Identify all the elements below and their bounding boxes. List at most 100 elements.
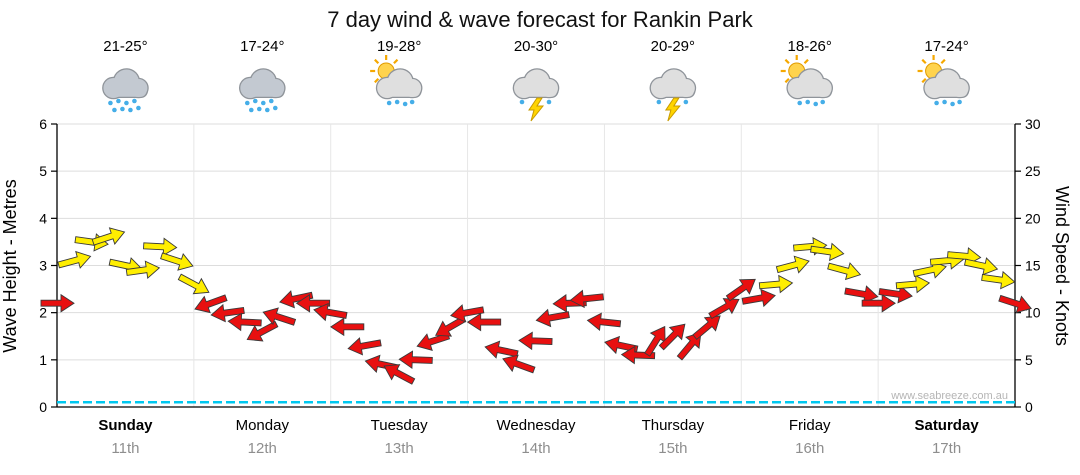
wind-arrow — [878, 285, 913, 304]
icon-part — [256, 106, 262, 112]
wind-arrow — [279, 290, 314, 309]
icon-part — [252, 98, 258, 104]
weather-icon-storm-icon — [649, 68, 697, 122]
wind-tick-label: 20 — [1025, 210, 1041, 226]
wind-arrow — [329, 317, 365, 337]
date-label: 13th — [385, 440, 414, 457]
icon-part — [518, 85, 557, 97]
temp-label: 20-29° — [651, 38, 695, 55]
icon-part — [683, 99, 689, 105]
wind-arrow — [758, 274, 794, 294]
wind-arrow — [895, 274, 931, 294]
lightning-bolt — [664, 97, 681, 122]
chart-render-root: 012345605101520253021-25°Sunday11th17-24… — [39, 38, 1041, 457]
wind-arrow — [466, 312, 502, 332]
icon-part — [260, 100, 266, 106]
page-title: 7 day wind & wave forecast for Rankin Pa… — [327, 7, 754, 32]
wind-arrow — [725, 278, 756, 302]
wind-tick-label: 15 — [1025, 258, 1041, 274]
icon-part — [940, 58, 946, 64]
wind-arrow — [981, 270, 1016, 290]
icon-part — [136, 105, 141, 111]
icon-part — [124, 100, 129, 106]
wind-arrow — [644, 325, 666, 357]
icon-part — [805, 99, 811, 105]
date-label: 16th — [795, 440, 824, 457]
weather-icon-sun-showers-icon — [917, 55, 970, 107]
wind-arrow — [708, 298, 740, 320]
icon-part — [519, 99, 525, 105]
wind-arrow — [227, 312, 262, 332]
wave-axis-label: Wave Height - Metres — [0, 179, 20, 352]
wave-tick-label: 4 — [39, 210, 47, 226]
icon-part — [957, 99, 962, 105]
wind-arrow — [741, 288, 776, 308]
wind-arrow — [91, 227, 126, 246]
wind-axis-label: Wind Speed - Knots — [1052, 186, 1072, 346]
icon-part — [934, 100, 939, 106]
day-label: Sunday — [98, 417, 153, 434]
icon-part — [107, 85, 147, 97]
icon-part — [409, 99, 415, 105]
wind-arrow — [484, 340, 519, 359]
icon-part — [656, 99, 662, 105]
wind-arrow — [502, 354, 536, 374]
wind-arrow — [775, 255, 810, 274]
date-label: 14th — [521, 440, 550, 457]
wind-arrow — [398, 350, 433, 370]
temp-label: 21-25° — [103, 38, 147, 55]
watermark: www.seabreeze.com.au — [890, 390, 1008, 402]
date-label: 12th — [248, 440, 277, 457]
wind-arrow — [586, 312, 622, 332]
icon-part — [942, 99, 947, 105]
icon-part — [402, 101, 408, 107]
temp-label: 20-30° — [514, 38, 558, 55]
day-label: Friday — [789, 417, 831, 434]
day-label: Tuesday — [371, 417, 428, 434]
icon-part — [264, 107, 270, 113]
wind-arrow — [810, 242, 845, 262]
wind-arrow — [262, 307, 297, 326]
wind-tick-label: 30 — [1025, 116, 1041, 132]
wind-arrow — [963, 257, 999, 276]
temp-label: 17-24° — [240, 38, 284, 55]
icon-part — [381, 85, 421, 97]
icon-part — [116, 98, 121, 104]
wave-tick-label: 3 — [39, 258, 47, 274]
lightning-bolt — [528, 97, 545, 122]
icon-part — [374, 78, 380, 84]
wave-tick-label: 0 — [39, 399, 47, 415]
icon-part — [797, 100, 803, 106]
wind-arrow — [604, 335, 639, 355]
icon-part — [928, 85, 968, 97]
icon-part — [784, 78, 790, 84]
day-label: Monday — [236, 417, 290, 434]
wind-arrow — [912, 260, 947, 279]
icon-part — [244, 85, 284, 97]
date-label: 11th — [111, 440, 139, 457]
icon-part — [921, 78, 927, 84]
icon-part — [394, 99, 400, 105]
wind-arrow — [998, 294, 1032, 314]
wind-arrow — [383, 364, 416, 385]
wind-arrow — [450, 304, 485, 323]
icon-part — [112, 107, 117, 113]
weather-icon-rain-icon — [102, 68, 149, 113]
weather-icon-storm-icon — [512, 68, 560, 122]
weather-icon-sun-showers-icon — [370, 55, 423, 107]
wind-tick-label: 5 — [1025, 352, 1033, 368]
wave-tick-label: 6 — [39, 116, 47, 132]
icon-part — [244, 100, 250, 106]
icon-part — [248, 107, 254, 113]
temp-label: 19-28° — [377, 38, 421, 55]
wind-arrow — [143, 237, 178, 257]
wind-arrow — [210, 303, 245, 323]
wind-tick-label: 0 — [1025, 399, 1033, 415]
weather-icon-sun-showers-icon — [780, 55, 834, 107]
icon-part — [132, 98, 137, 104]
icon-part — [386, 100, 392, 106]
icon-part — [820, 99, 826, 105]
wind-arrow — [861, 293, 896, 313]
date-label: 17th — [932, 440, 961, 457]
